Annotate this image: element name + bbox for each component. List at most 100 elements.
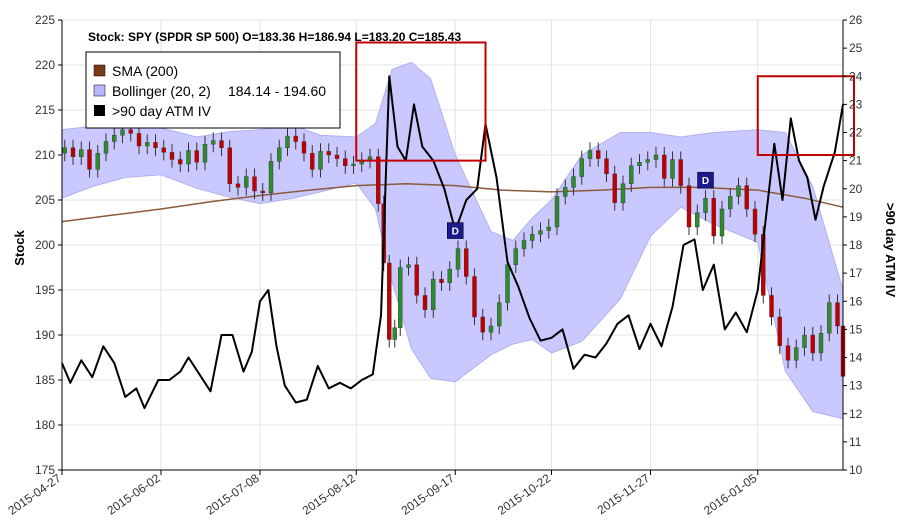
candle-body	[406, 264, 411, 268]
candle-body	[398, 267, 403, 328]
y-tick-label-right: 11	[849, 435, 862, 449]
dividend-marker-box	[447, 222, 464, 239]
y-tick-label-left: 220	[35, 58, 55, 72]
legend-box	[85, 51, 341, 129]
candle	[818, 325, 824, 362]
legend-swatch-iv	[94, 105, 105, 116]
candle	[711, 190, 716, 245]
candle-body	[334, 154, 340, 159]
candle	[95, 145, 100, 178]
highlight-boxes	[355, 41, 855, 162]
candle-body	[128, 129, 133, 134]
candle	[579, 150, 584, 185]
candle-body	[268, 161, 274, 194]
candle	[464, 240, 469, 285]
candle-body	[392, 327, 397, 340]
y-tick-label-right: 24	[849, 69, 863, 83]
candle-body	[563, 187, 568, 197]
y-tick-label-left: 195	[35, 283, 55, 297]
candle	[538, 222, 543, 243]
candle	[310, 145, 315, 178]
candle-body	[145, 142, 150, 147]
candle	[563, 179, 568, 205]
candle	[505, 256, 510, 311]
candles-layer	[62, 121, 846, 385]
candle-body	[326, 151, 331, 156]
candle	[455, 240, 461, 278]
candle-body	[835, 302, 840, 327]
candle-body	[422, 295, 428, 310]
candle-body	[95, 152, 100, 170]
legend-label-bollinger: Bollinger (20, 2)	[112, 83, 211, 99]
candle-body	[579, 158, 584, 177]
candle-body	[219, 140, 224, 149]
candle	[530, 226, 535, 249]
candle-body	[387, 262, 392, 340]
candle	[695, 204, 700, 236]
candle-body	[686, 185, 692, 228]
candle-body	[70, 147, 76, 158]
candle-body	[571, 176, 576, 188]
candle	[744, 177, 749, 218]
candle-body	[604, 158, 609, 175]
candle	[571, 168, 576, 196]
candle	[277, 139, 282, 170]
candle-body	[431, 279, 436, 311]
candle-body	[719, 208, 725, 237]
candle-body	[301, 141, 307, 154]
candle	[653, 146, 659, 168]
candle-body	[744, 185, 749, 210]
y-axis-title-left: Stock	[12, 230, 27, 266]
y-axis-title-right: >90 day ATM IV	[883, 203, 898, 298]
candle-body	[439, 279, 444, 284]
candle-body	[802, 334, 807, 348]
candle	[447, 261, 452, 291]
candle-body	[612, 173, 617, 203]
candle	[235, 175, 241, 196]
candle-body	[662, 154, 667, 179]
y-tick-label-right: 14	[849, 351, 863, 365]
candle	[153, 134, 158, 156]
candle-body	[810, 334, 815, 354]
candle	[472, 268, 477, 326]
candle	[835, 294, 840, 335]
candle	[351, 155, 356, 174]
dividend-marker: D	[447, 222, 464, 239]
highlight-box	[756, 75, 855, 156]
legend-label-sma: SMA (200)	[112, 63, 178, 79]
candle	[488, 317, 494, 341]
sma-line-layer	[61, 183, 844, 223]
y-tick-label-right: 15	[849, 322, 863, 336]
y-tick-label-right: 12	[849, 407, 863, 421]
candle	[802, 326, 807, 356]
candle-body	[703, 197, 708, 213]
candle	[645, 151, 650, 171]
candle-body	[136, 133, 142, 147]
candle-body	[153, 142, 158, 148]
highlight-box	[355, 41, 487, 162]
candle-body	[497, 302, 502, 327]
candle-body	[596, 150, 601, 159]
y-tick-label-right: 19	[849, 210, 863, 224]
candle	[293, 128, 298, 150]
candle	[406, 256, 411, 276]
y-tick-label-right: 17	[849, 266, 863, 280]
candle-body	[728, 196, 733, 210]
candle-body	[505, 264, 510, 303]
candle	[662, 146, 667, 187]
candle-body	[351, 163, 356, 166]
candle	[334, 146, 340, 167]
candle-body	[670, 159, 675, 179]
candle-body	[194, 150, 199, 163]
candle	[612, 165, 617, 211]
candle-body	[211, 140, 216, 145]
candle-body	[103, 141, 109, 154]
candle	[604, 150, 609, 182]
candle	[194, 142, 199, 171]
candle	[227, 139, 232, 192]
candle	[777, 308, 782, 354]
candle-body	[678, 159, 683, 186]
chart-title: Stock: SPY (SPDR SP 500) O=183.36 H=186.…	[88, 30, 461, 44]
y-tick-label-left: 205	[35, 193, 55, 207]
candle-body	[546, 226, 551, 231]
